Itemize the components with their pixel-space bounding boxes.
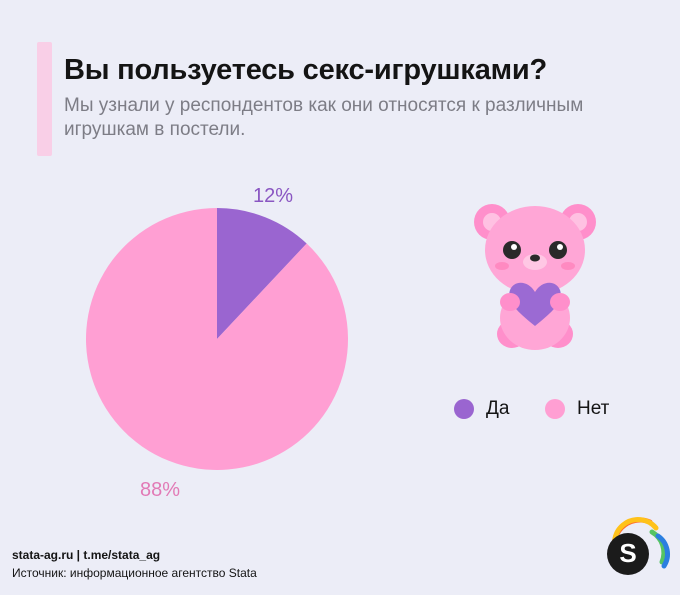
stata-logo: S: [606, 516, 672, 580]
legend-item-no: Нет: [545, 398, 609, 420]
title-accent-bar: [37, 42, 52, 156]
pie-slice-no: [86, 208, 348, 470]
chart-subtitle: Мы узнали у респондентов как они относят…: [64, 95, 584, 140]
legend-label-no: Нет: [577, 398, 610, 419]
footer-links: stata-ag.ru | t.me/stata_ag: [12, 548, 161, 562]
legend-swatch-no: [545, 399, 565, 419]
pie-label-yes: 12%: [253, 185, 293, 207]
legend-swatch-yes: [454, 399, 474, 419]
footer-source: Источник: информационное агентство Stata: [12, 566, 257, 580]
pie-slice-yes: [217, 208, 307, 339]
legend-label-yes: Да: [486, 398, 510, 419]
legend-item-yes: Да: [454, 398, 509, 420]
chart-title: Вы пользуетесь секс-игрушками?: [64, 54, 548, 86]
teddy-bear-with-heart-icon: [470, 198, 600, 358]
pie-label-no: 88%: [140, 479, 180, 501]
logo-letter: S: [619, 538, 636, 568]
